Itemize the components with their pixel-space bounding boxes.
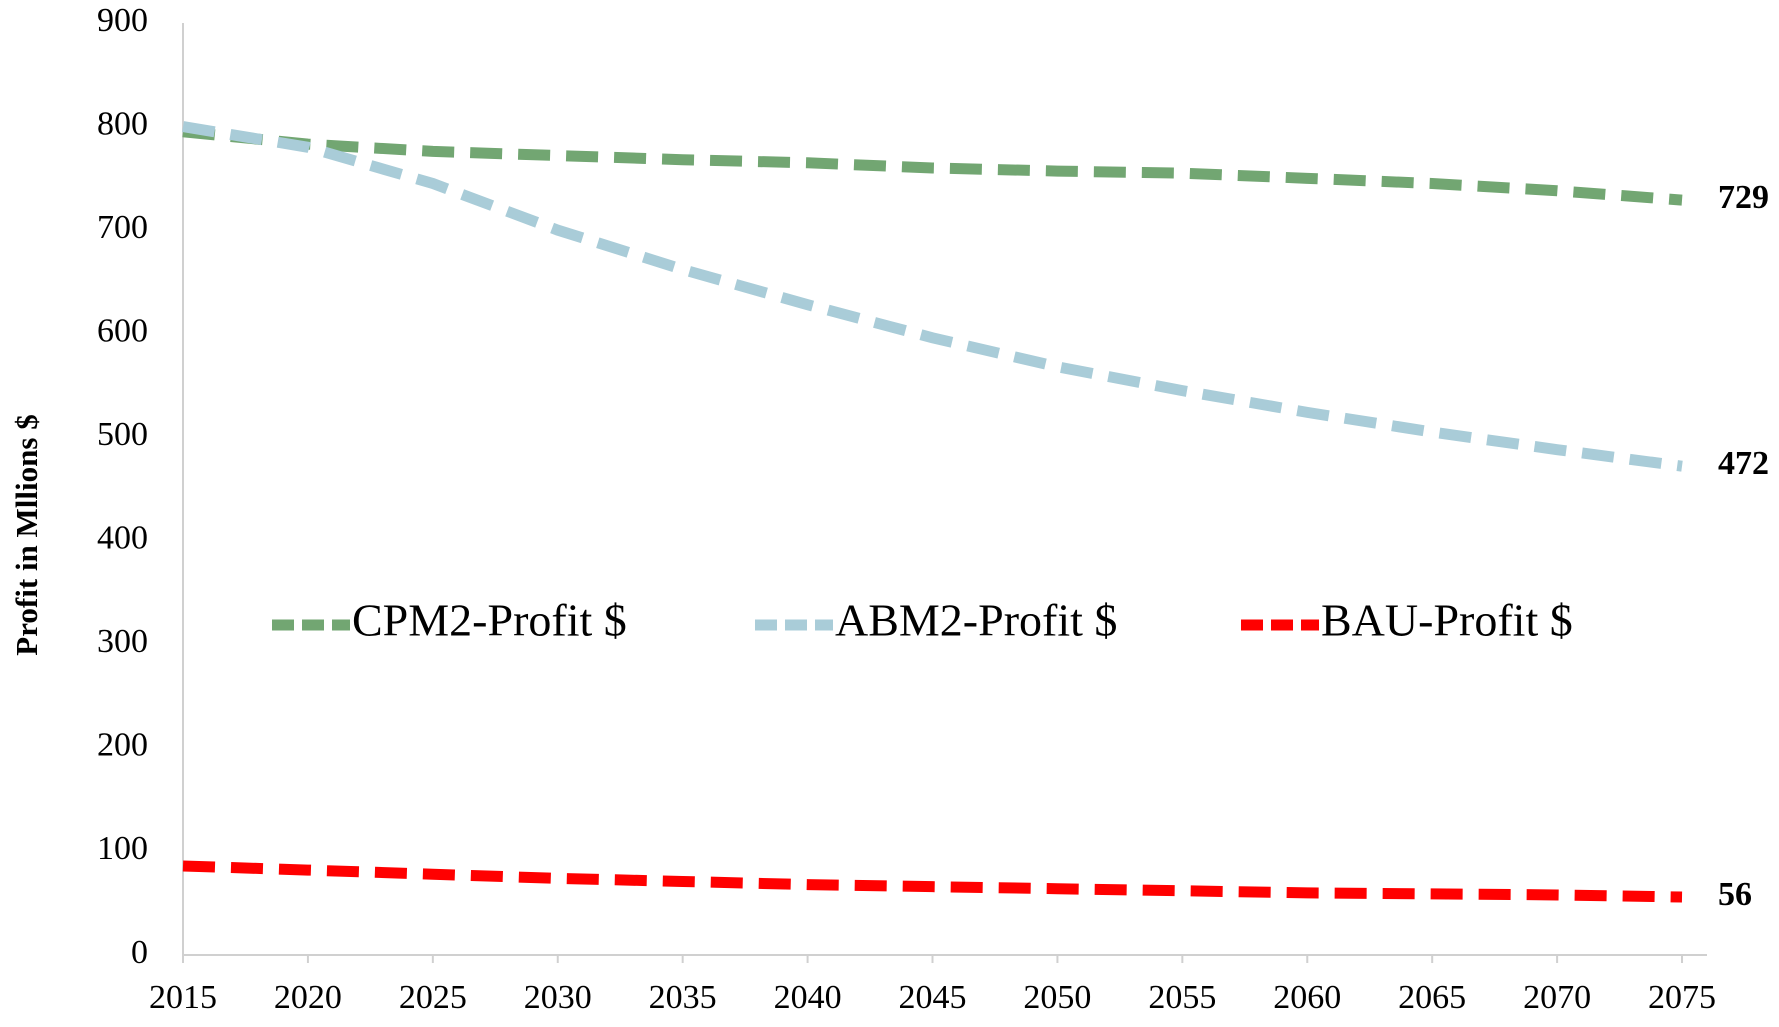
x-tick-label: 2065 (1398, 979, 1466, 1016)
data-label: 56 (1718, 876, 1752, 913)
x-tick-label: 2070 (1523, 979, 1591, 1016)
x-tick-label: 2030 (524, 979, 592, 1016)
y-tick-label: 400 (97, 520, 148, 557)
legend-label: BAU-Profit $ (1321, 595, 1573, 646)
x-tick-label: 2035 (649, 979, 717, 1016)
y-tick-label: 100 (97, 830, 148, 867)
y-tick-label: 200 (97, 727, 148, 764)
x-tick-label: 2015 (149, 979, 217, 1016)
x-tick-label: 2055 (1148, 979, 1216, 1016)
legend-label: CPM2-Profit $ (352, 595, 627, 646)
y-tick-label: 800 (97, 105, 148, 142)
y-tick-label: 500 (97, 416, 148, 453)
series-line (182, 860, 1683, 903)
x-tick-label: 2040 (774, 979, 842, 1016)
y-tick-label: 600 (97, 312, 148, 349)
x-tick-label: 2025 (399, 979, 467, 1016)
x-tick-label: 2050 (1023, 979, 1091, 1016)
data-label: 729 (1718, 179, 1769, 216)
data-label: 472 (1718, 445, 1769, 482)
series-line (182, 121, 1683, 472)
y-tick-label: 700 (97, 209, 148, 246)
y-tick-label: 900 (97, 2, 148, 39)
y-tick-label: 0 (131, 934, 148, 971)
series-line (182, 126, 1683, 206)
x-tick-label: 2075 (1648, 979, 1716, 1016)
y-tick-label: 300 (97, 623, 148, 660)
y-axis-label: Profit in Mllions $ (9, 414, 44, 655)
x-tick-label: 2045 (899, 979, 967, 1016)
legend-label: ABM2-Profit $ (835, 595, 1117, 646)
x-tick-label: 2020 (274, 979, 342, 1016)
x-tick-label: 2060 (1273, 979, 1341, 1016)
